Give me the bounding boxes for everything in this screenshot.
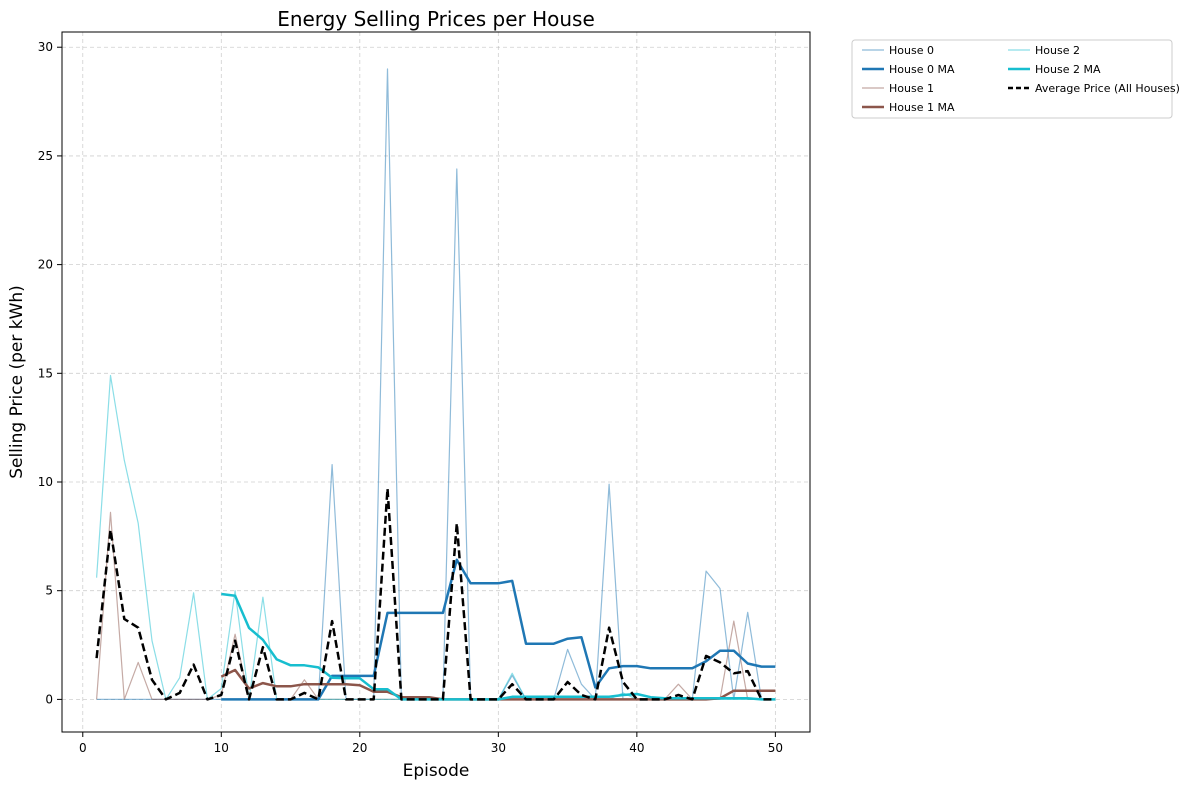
chart-title: Energy Selling Prices per House (277, 7, 595, 31)
series-line-average-price-all-houses (95, 487, 776, 701)
legend-label: House 1 (889, 82, 934, 95)
legend-label: House 1 MA (889, 101, 955, 114)
x-tick-label: 0 (79, 741, 87, 755)
series-line-house-0 (96, 68, 776, 701)
y-axis-label: Selling Price (per kWh) (7, 285, 27, 479)
series-layer (95, 68, 776, 701)
y-tick-label: 30 (38, 40, 53, 54)
legend-item: House 0 (862, 44, 934, 57)
series-line-house-0-ma (221, 558, 776, 701)
y-tick-label: 10 (38, 475, 53, 489)
x-axis-label: Episode (403, 761, 470, 781)
legend-box (851, 39, 1173, 119)
legend-label: Average Price (All Houses) (1035, 82, 1180, 95)
legend-label: House 0 MA (889, 63, 955, 76)
legend-label: House 0 (889, 44, 934, 57)
axis-ticks: 0 10 20 30 40 50 0 5 10 15 20 25 30 (38, 40, 783, 755)
x-tick-label: 20 (352, 741, 367, 755)
legend: House 0 House 0 MA House 1 House 1 MA House … (851, 39, 1180, 119)
legend-item: House 2 MA (1008, 63, 1101, 76)
y-tick-label: 15 (38, 366, 53, 380)
legend-item: House 1 (862, 82, 934, 95)
series-line-house-2-ma (221, 592, 776, 701)
y-tick-label: 20 (38, 258, 53, 272)
legend-item: House 0 MA (862, 63, 955, 76)
plot-frame (61, 31, 811, 733)
x-tick-label: 30 (491, 741, 506, 755)
y-tick-label: 0 (45, 692, 53, 706)
legend-item: House 2 (1008, 44, 1080, 57)
series-line-house-2 (96, 374, 776, 701)
legend-label: House 2 (1035, 44, 1080, 57)
legend-item: House 1 MA (862, 101, 955, 114)
x-tick-label: 10 (214, 741, 229, 755)
legend-label: House 2 MA (1035, 63, 1101, 76)
legend-item: Average Price (All Houses) (1008, 82, 1180, 95)
y-tick-label: 25 (38, 149, 53, 163)
grid (62, 32, 810, 732)
x-tick-label: 50 (768, 741, 783, 755)
x-tick-label: 40 (629, 741, 644, 755)
series-line-house-1 (96, 511, 776, 701)
y-tick-label: 5 (45, 584, 53, 598)
